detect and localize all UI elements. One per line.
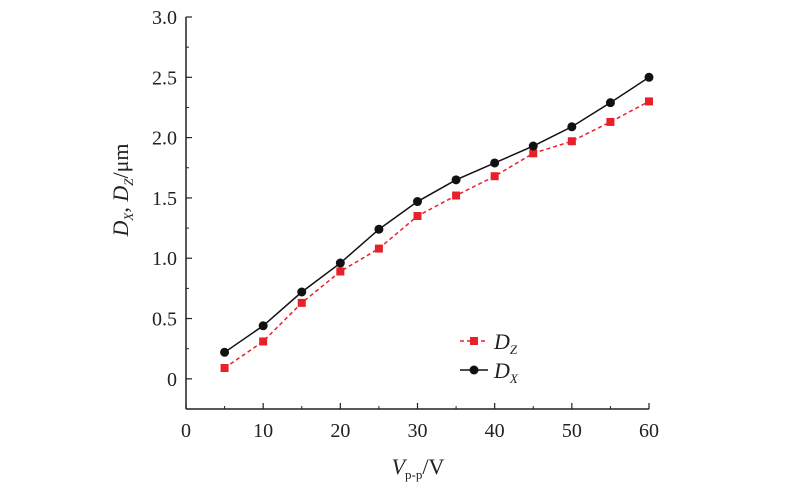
data-point-dz bbox=[297, 298, 306, 307]
x-tick-label: 40 bbox=[485, 420, 505, 442]
y-tick-label: 2.0 bbox=[152, 128, 177, 150]
legend-label-dz: DZ bbox=[493, 329, 518, 357]
legend: DZ DX bbox=[460, 329, 519, 386]
data-point-dx bbox=[490, 158, 500, 168]
series-layer bbox=[220, 72, 654, 372]
x-tick-label: 50 bbox=[562, 420, 582, 442]
legend-marker-dx bbox=[469, 365, 479, 375]
legend-entry-dz: DZ bbox=[460, 329, 518, 357]
data-point-dz bbox=[413, 212, 422, 221]
data-point-dx bbox=[335, 258, 345, 268]
data-point-dz bbox=[529, 149, 538, 158]
data-point-dx bbox=[297, 287, 307, 297]
data-point-dz bbox=[374, 244, 383, 253]
y-tick-label: 3.0 bbox=[152, 7, 177, 29]
data-point-dz bbox=[259, 337, 268, 346]
data-point-dx bbox=[528, 141, 538, 151]
data-point-dx bbox=[567, 122, 577, 132]
data-point-dz bbox=[645, 97, 653, 106]
y-tick-label: 2.5 bbox=[152, 67, 177, 89]
data-point-dx bbox=[605, 98, 615, 108]
data-point-dx bbox=[451, 175, 461, 185]
data-point-dz bbox=[490, 172, 499, 181]
y-tick-label: 1.0 bbox=[152, 248, 177, 270]
y-tick-label: 0 bbox=[167, 369, 177, 391]
data-point-dx bbox=[413, 197, 422, 207]
data-point-dz bbox=[606, 117, 615, 126]
data-point-dx bbox=[374, 224, 384, 234]
y-axis-title: DX, DZ/μm bbox=[108, 144, 136, 238]
data-point-dx bbox=[258, 321, 268, 331]
x-axis-title: Vp-p/V bbox=[392, 454, 445, 482]
series-line-dx bbox=[224, 76, 650, 353]
data-point-dx bbox=[644, 72, 654, 82]
data-point-dx bbox=[220, 347, 230, 357]
data-point-dz bbox=[452, 191, 461, 200]
x-axis: 0 10 20 30 40 50 60 bbox=[181, 403, 659, 442]
y-axis: 0 0.5 1.0 1.5 2.0 2.5 3.0 bbox=[152, 7, 192, 391]
x-tick-label: 30 bbox=[408, 420, 428, 442]
legend-marker-dz bbox=[470, 337, 478, 345]
x-tick-label: 60 bbox=[639, 420, 659, 442]
y-tick-label: 0.5 bbox=[152, 309, 177, 331]
x-tick-label: 10 bbox=[253, 420, 273, 442]
data-point-dz bbox=[567, 137, 576, 146]
legend-entry-dx: DX bbox=[460, 358, 519, 386]
data-point-dz bbox=[220, 363, 229, 372]
data-point-dz bbox=[336, 267, 345, 276]
legend-label-dx: DX bbox=[493, 358, 519, 386]
x-tick-label: 0 bbox=[181, 420, 191, 442]
y-tick-label: 1.5 bbox=[152, 188, 177, 210]
series-line-dz bbox=[224, 100, 650, 369]
x-tick-label: 20 bbox=[330, 420, 350, 442]
